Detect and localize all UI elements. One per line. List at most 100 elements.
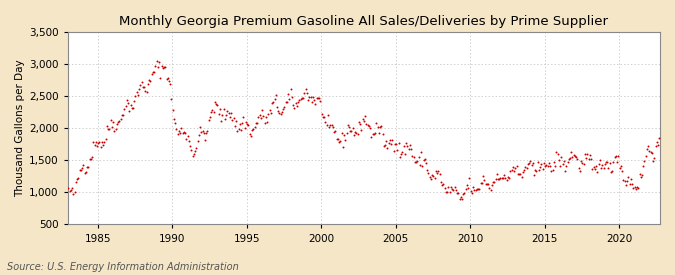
Point — [639, 159, 650, 163]
Point — [191, 146, 202, 151]
Point — [435, 180, 446, 184]
Point — [336, 131, 347, 136]
Point — [407, 153, 418, 158]
Point — [432, 170, 443, 175]
Point — [340, 138, 351, 142]
Point — [458, 192, 468, 196]
Point — [428, 174, 439, 178]
Point — [92, 144, 103, 148]
Point — [331, 137, 342, 141]
Point — [466, 191, 477, 196]
Point — [441, 190, 452, 194]
Point — [155, 76, 165, 80]
Point — [63, 185, 74, 190]
Point — [416, 150, 427, 154]
Point — [500, 176, 511, 180]
Point — [354, 119, 364, 124]
Point — [163, 79, 174, 84]
Point — [394, 141, 404, 145]
Point — [67, 186, 78, 190]
Point — [414, 163, 425, 167]
Point — [111, 122, 122, 127]
Point — [147, 70, 158, 74]
Point — [104, 127, 115, 131]
Point — [618, 178, 629, 182]
Point — [385, 138, 396, 142]
Point — [132, 92, 143, 97]
Point — [551, 150, 562, 155]
Point — [338, 144, 348, 149]
Point — [589, 167, 600, 171]
Point — [588, 164, 599, 169]
Point — [527, 161, 538, 166]
Point — [65, 188, 76, 192]
Point — [222, 109, 233, 114]
Point — [605, 170, 616, 174]
Point — [586, 156, 597, 161]
Point — [135, 82, 146, 87]
Point — [535, 165, 545, 169]
Point — [132, 90, 142, 95]
Point — [278, 107, 289, 111]
Point — [389, 142, 400, 146]
Point — [580, 156, 591, 160]
Point — [391, 142, 402, 146]
Point — [205, 115, 215, 120]
Point — [160, 65, 171, 69]
Point — [439, 186, 450, 190]
Point — [206, 110, 217, 114]
Point — [525, 159, 536, 163]
Point — [346, 128, 357, 133]
Point — [140, 89, 151, 94]
Point — [530, 167, 541, 172]
Point — [520, 165, 531, 169]
Point — [613, 153, 624, 158]
Point — [394, 154, 405, 159]
Point — [82, 165, 92, 169]
Point — [529, 173, 539, 177]
Point — [557, 162, 568, 166]
Point — [228, 116, 239, 120]
Point — [181, 137, 192, 141]
Point — [296, 96, 307, 101]
Point — [406, 147, 416, 151]
Point — [522, 162, 533, 166]
Point — [465, 188, 476, 193]
Point — [533, 160, 543, 164]
Point — [536, 162, 547, 166]
Point — [471, 187, 482, 191]
Point — [387, 138, 398, 142]
Point — [207, 108, 218, 112]
Point — [632, 185, 643, 189]
Point — [277, 110, 288, 114]
Point — [80, 170, 91, 174]
Point — [344, 125, 354, 129]
Point — [145, 79, 156, 84]
Point — [317, 115, 328, 120]
Point — [410, 160, 421, 164]
Point — [626, 182, 637, 186]
Point — [508, 164, 518, 169]
Point — [219, 117, 230, 121]
Point — [203, 118, 214, 122]
Point — [616, 163, 626, 168]
Point — [597, 163, 608, 167]
Point — [641, 147, 652, 152]
Point — [571, 155, 582, 160]
Point — [339, 133, 350, 137]
Point — [566, 150, 576, 154]
Point — [283, 92, 294, 97]
Point — [238, 115, 249, 120]
Point — [555, 164, 566, 168]
Point — [567, 155, 578, 160]
Point — [124, 109, 135, 114]
Point — [300, 87, 311, 91]
Point — [262, 120, 273, 124]
Point — [139, 85, 150, 89]
Point — [633, 186, 644, 190]
Point — [156, 64, 167, 68]
Point — [556, 155, 567, 159]
Point — [304, 95, 315, 99]
Point — [604, 161, 615, 165]
Point — [521, 166, 532, 170]
